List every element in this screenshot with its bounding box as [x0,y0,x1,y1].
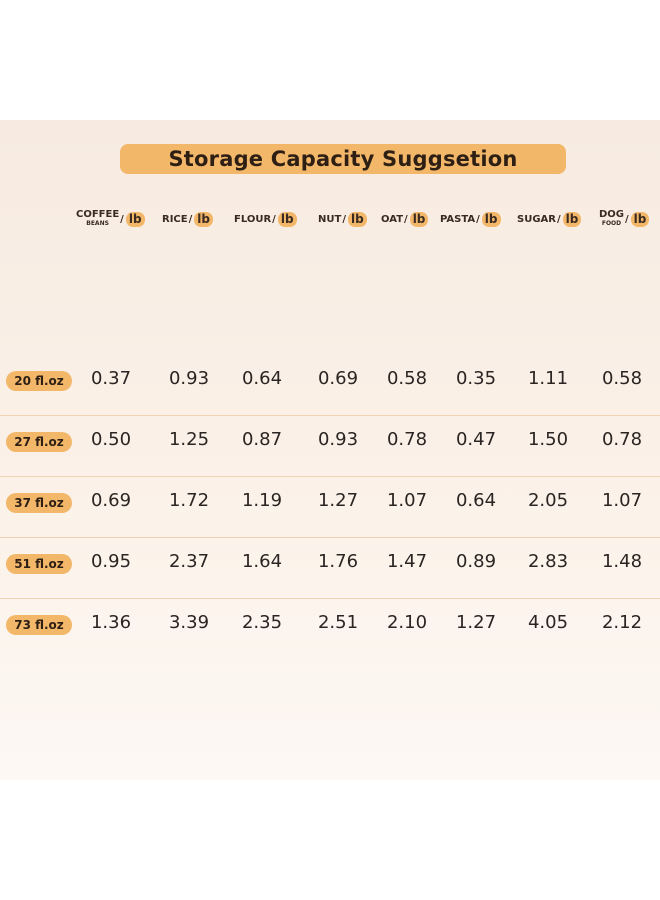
table-cell: 0.93 [317,429,359,450]
column-header-main: COFFEE [76,209,120,220]
column-header-label: NUT [318,213,342,225]
table-cell: 3.39 [168,612,210,633]
table-cell: 0.87 [241,429,283,450]
column-header-oat: OAT / lb [381,206,429,232]
table-cell: 0.58 [601,368,643,389]
column-header-separator: / [556,213,561,225]
table-cell: 2.12 [601,612,643,633]
table-cell: 2.51 [317,612,359,633]
unit-badge: lb [409,211,429,227]
table-row: 51 fl.oz 0.95 2.37 1.64 1.76 1.47 0.89 2.83 1.48 [0,537,660,599]
column-header-label: DOG FOOD [599,210,624,228]
column-header-label: RICE [162,213,188,225]
column-header-label: FLOUR [234,213,272,225]
table-cell: 1.25 [168,429,210,450]
column-header-rice: RICE / lb [162,206,213,232]
table-cell: 0.78 [386,429,428,450]
table-cell: 1.50 [527,429,569,450]
row-size-label: 20 fl.oz [6,371,72,391]
column-header-dog: DOG FOOD / lb [599,206,650,232]
table-cell: 2.37 [168,551,210,572]
unit-badge: lb [630,211,650,227]
capacity-panel [0,120,660,780]
row-size-label: 51 fl.oz [6,554,72,574]
column-header-label: OAT [381,213,404,225]
table-cell: 0.50 [90,429,132,450]
table-cell: 1.36 [90,612,132,633]
table-cell: 0.58 [386,368,428,389]
unit-badge: lb [277,211,297,227]
table-cell: 0.64 [455,490,497,511]
table-row: 27 fl.oz 0.50 1.25 0.87 0.93 0.78 0.47 1.50 0.78 [0,415,660,477]
chart-title: Storage Capacity Suggsetion [120,144,566,174]
table-cell: 0.64 [241,368,283,389]
table-cell: 1.07 [386,490,428,511]
unit-badge: lb [481,211,501,227]
table-cell: 1.47 [386,551,428,572]
column-header-separator: / [625,213,629,225]
table-cell: 0.89 [455,551,497,572]
table-cell: 1.07 [601,490,643,511]
table-cell: 1.72 [168,490,210,511]
table-cell: 0.69 [90,490,132,511]
column-header-coffee: COFFEE BEANS / lb [76,206,145,232]
table-cell: 0.35 [455,368,497,389]
table-cell: 2.05 [527,490,569,511]
table-cell: 0.95 [90,551,132,572]
table-cell: 1.11 [527,368,569,389]
column-header-sugar: SUGAR / lb [517,206,582,232]
table-cell: 0.93 [168,368,210,389]
column-header-sub: FOOD [601,220,622,227]
table-cell: 1.64 [241,551,283,572]
table-row: 37 fl.oz 0.69 1.72 1.19 1.27 1.07 0.64 2.05 1.07 [0,476,660,538]
unit-badge: lb [194,211,213,227]
table-cell: 1.76 [317,551,359,572]
table-row: 20 fl.oz 0.37 0.93 0.64 0.69 0.58 0.35 1.11 0.58 [0,354,660,416]
column-header-main: DOG [599,209,625,220]
row-size-label: 37 fl.oz [6,493,72,513]
column-header-label: PASTA [440,213,476,225]
table-cell: 1.48 [601,551,643,572]
column-header-separator: / [476,213,480,225]
table-row: 73 fl.oz 1.36 3.39 2.35 2.51 2.10 1.27 4.05 2.12 [0,598,660,659]
table-cell: 1.27 [317,490,359,511]
column-header-separator: / [404,213,408,225]
table-cell: 2.35 [241,612,283,633]
table-cell: 0.47 [455,429,497,450]
table-cell: 4.05 [527,612,569,633]
table-cell: 0.69 [317,368,359,389]
table-cell: 0.37 [90,368,132,389]
table-cell: 1.27 [455,612,497,633]
table-cell: 2.83 [527,551,569,572]
row-size-label: 27 fl.oz [6,432,72,452]
unit-badge: lb [125,211,145,227]
column-header-label: SUGAR [517,213,556,225]
column-header-flour: FLOUR / lb [234,206,297,232]
column-header-separator: / [272,213,276,225]
table-cell: 1.19 [241,490,283,511]
column-header-separator: / [120,213,124,225]
column-header-nut: NUT / lb [318,206,367,232]
row-size-label: 73 fl.oz [6,615,72,635]
column-header-separator: / [342,213,346,225]
column-header-label: COFFEE BEANS [76,210,119,228]
unit-badge: lb [562,211,582,227]
column-header-separator: / [188,213,193,225]
table-cell: 0.78 [601,429,643,450]
column-header-sub: BEANS [86,220,109,227]
unit-badge: lb [347,211,367,227]
table-cell: 2.10 [386,612,428,633]
column-header-pasta: PASTA / lb [440,206,501,232]
